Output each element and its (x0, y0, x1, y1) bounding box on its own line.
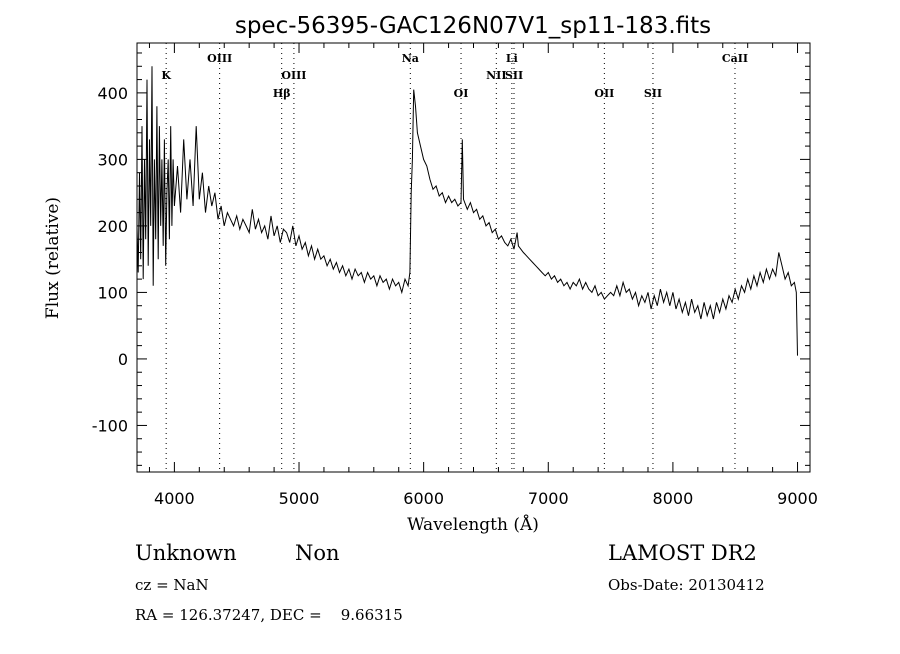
x-tick-label: 7000 (528, 489, 569, 508)
y-tick-label: 200 (97, 217, 128, 236)
y-tick-label: 100 (97, 283, 128, 302)
x-axis-label: Wavelength (Å) (407, 514, 539, 535)
spectral-line-label: K (161, 69, 171, 82)
object-subclass: Non (295, 541, 340, 565)
chart-title: spec-56395-GAC126N07V1_sp11-183.fits (235, 13, 711, 39)
y-tick-label: 0 (118, 350, 128, 369)
spectral-line-label: Na (402, 52, 419, 65)
x-tick-label: 8000 (653, 489, 694, 508)
spectral-line-label: Hβ (273, 87, 291, 100)
spectral-line-label: SII (644, 87, 662, 100)
survey-name: LAMOST DR2 (608, 541, 757, 565)
y-axis-label: Flux (relative) (43, 197, 63, 319)
x-tick-label: 5000 (279, 489, 320, 508)
spectral-line-label: OIII (207, 52, 232, 65)
object-class: Unknown (135, 541, 237, 565)
spectral-line-label: OI (454, 87, 469, 100)
y-tick-label: 400 (97, 84, 128, 103)
spectral-line-label: NII (486, 69, 506, 82)
spectral-line-label: SII (505, 69, 523, 82)
spectral-line-label: OIII (281, 69, 306, 82)
y-tick-label: 300 (97, 150, 128, 169)
spectral-line-label: Li (506, 52, 518, 65)
spectral-line-label: CaII (722, 52, 748, 65)
axis-ticks: 4000 5000 6000 7000 8000 9000 -100 0 100 200 300 40… (92, 43, 818, 508)
spectral-line-label: OII (594, 87, 614, 100)
plot-frame (136, 42, 811, 473)
x-tick-label: 4000 (154, 489, 195, 508)
spectrum-series-line (136, 66, 798, 356)
x-tick-label: 9000 (777, 489, 818, 508)
obs-date: Obs-Date: 20130412 (608, 576, 765, 594)
x-tick-label: 6000 (403, 489, 444, 508)
ra-dec-coordinates: RA = 126.37247, DEC = 9.66315 (135, 606, 403, 624)
y-tick-label: -100 (92, 416, 128, 435)
redshift-cz: cz = NaN (135, 576, 209, 594)
